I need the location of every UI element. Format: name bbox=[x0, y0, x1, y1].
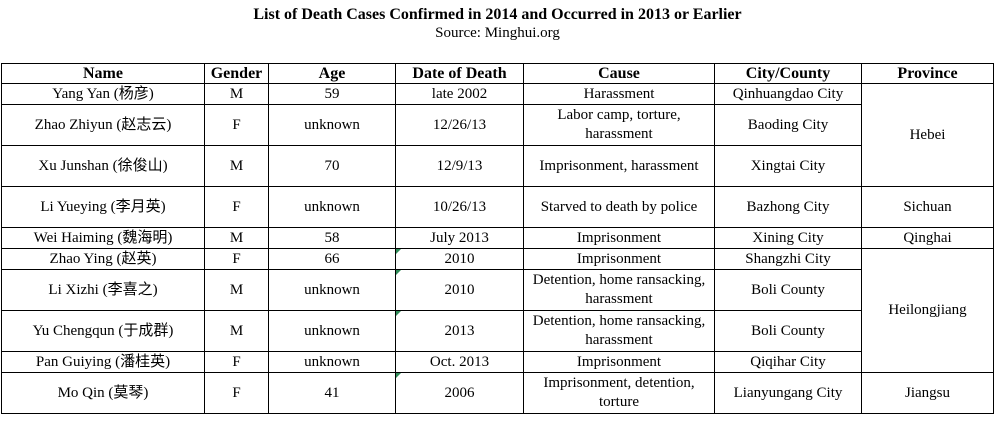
cell-name: Li Yueying (李月英) bbox=[1, 186, 205, 228]
cell-province: Heilongjiang bbox=[861, 248, 994, 373]
cell-province: Qinghai bbox=[861, 227, 994, 249]
cell-name: Zhao Ying (赵英) bbox=[1, 248, 205, 270]
table-row: Zhao Zhiyun (赵志云) F unknown 12/26/13 Lab… bbox=[1, 104, 994, 146]
cell-city: Xingtai City bbox=[714, 145, 862, 187]
death-cases-table: Name Gender Age Date of Death Cause City… bbox=[1, 63, 994, 414]
cell-cause: Imprisonment, detention, torture bbox=[523, 372, 715, 414]
cell-date: 10/26/13 bbox=[395, 186, 524, 228]
table-row: Li Yueying (李月英) F unknown 10/26/13 Star… bbox=[1, 186, 994, 228]
cell-city: Baoding City bbox=[714, 104, 862, 146]
cell-age: unknown bbox=[268, 310, 396, 352]
header-row: Name Gender Age Date of Death Cause City… bbox=[1, 63, 994, 84]
table-row: Li Xizhi (李喜之) M unknown 2010 Detention,… bbox=[1, 269, 994, 311]
column-header-date: Date of Death bbox=[395, 63, 524, 84]
cell-age: unknown bbox=[268, 351, 396, 373]
cell-cause: Labor camp, torture, harassment bbox=[523, 104, 715, 146]
table-row: Wei Haiming (魏海明) M 58 July 2013 Impriso… bbox=[1, 227, 994, 249]
cell-province: Hebei bbox=[861, 83, 994, 187]
cell-gender: M bbox=[204, 227, 269, 249]
cell-date: 12/26/13 bbox=[395, 104, 524, 146]
cell-date: Oct. 2013 bbox=[395, 351, 524, 373]
cell-gender: M bbox=[204, 269, 269, 311]
cell-date: 12/9/13 bbox=[395, 145, 524, 187]
cell-date: July 2013 bbox=[395, 227, 524, 249]
cell-city: Boli County bbox=[714, 310, 862, 352]
cell-cause: Imprisonment bbox=[523, 227, 715, 249]
column-header-city: City/County bbox=[714, 63, 862, 84]
cell-city: Shangzhi City bbox=[714, 248, 862, 270]
cell-city: Qinhuangdao City bbox=[714, 83, 862, 105]
cell-city: Qiqihar City bbox=[714, 351, 862, 373]
table-row: Yu Chengqun (于成群) M unknown 2013 Detenti… bbox=[1, 310, 994, 352]
cell-cause: Detention, home ransacking, harassment bbox=[523, 269, 715, 311]
cell-gender: F bbox=[204, 248, 269, 270]
cell-cause: Imprisonment bbox=[523, 248, 715, 270]
cell-province: Sichuan bbox=[861, 186, 994, 228]
cell-age: unknown bbox=[268, 186, 396, 228]
cell-gender: F bbox=[204, 351, 269, 373]
cell-age: 70 bbox=[268, 145, 396, 187]
cell-gender: F bbox=[204, 104, 269, 146]
cell-date: 2010 bbox=[395, 248, 524, 270]
cell-name: Zhao Zhiyun (赵志云) bbox=[1, 104, 205, 146]
cell-city: Boli County bbox=[714, 269, 862, 311]
cell-cause: Imprisonment, harassment bbox=[523, 145, 715, 187]
cell-date: 2013 bbox=[395, 310, 524, 352]
cell-age: 59 bbox=[268, 83, 396, 105]
cell-name: Yang Yan (杨彦) bbox=[1, 83, 205, 105]
table-row: Mo Qin (莫琴) F 41 2006 Imprisonment, dete… bbox=[1, 372, 994, 414]
table-subtitle: Source: Minghui.org bbox=[435, 25, 560, 41]
cell-cause: Detention, home ransacking, harassment bbox=[523, 310, 715, 352]
cell-city: Lianyungang City bbox=[714, 372, 862, 414]
cell-gender: F bbox=[204, 372, 269, 414]
cell-date: late 2002 bbox=[395, 83, 524, 105]
cell-date: 2006 bbox=[395, 372, 524, 414]
table-title: List of Death Cases Confirmed in 2014 an… bbox=[253, 6, 742, 23]
cell-city: Bazhong City bbox=[714, 186, 862, 228]
cell-province: Jiangsu bbox=[861, 372, 994, 414]
column-header-age: Age bbox=[268, 63, 396, 84]
column-header-gender: Gender bbox=[204, 63, 269, 84]
table-row: Zhao Ying (赵英) F 66 2010 Imprisonment Sh… bbox=[1, 248, 994, 373]
table-row: Yang Yan (杨彦) M 59 late 2002 Harassment … bbox=[1, 83, 994, 187]
cell-age: unknown bbox=[268, 104, 396, 146]
column-header-name: Name bbox=[1, 63, 205, 84]
cell-city: Xining City bbox=[714, 227, 862, 249]
cell-age: 41 bbox=[268, 372, 396, 414]
cell-age: unknown bbox=[268, 269, 396, 311]
cell-cause: Starved to death by police bbox=[523, 186, 715, 228]
cell-name: Xu Junshan (徐俊山) bbox=[1, 145, 205, 187]
cell-cause: Imprisonment bbox=[523, 351, 715, 373]
cell-age: 66 bbox=[268, 248, 396, 270]
cell-name: Wei Haiming (魏海明) bbox=[1, 227, 205, 249]
cell-name: Mo Qin (莫琴) bbox=[1, 372, 205, 414]
cell-age: 58 bbox=[268, 227, 396, 249]
cell-gender: M bbox=[204, 83, 269, 105]
table-row: Pan Guiying (潘桂英) F unknown Oct. 2013 Im… bbox=[1, 351, 994, 373]
cell-name: Yu Chengqun (于成群) bbox=[1, 310, 205, 352]
cell-gender: F bbox=[204, 186, 269, 228]
table-row: Xu Junshan (徐俊山) M 70 12/9/13 Imprisonme… bbox=[1, 145, 994, 187]
cell-name: Li Xizhi (李喜之) bbox=[1, 269, 205, 311]
cell-cause: Harassment bbox=[523, 83, 715, 105]
cell-name: Pan Guiying (潘桂英) bbox=[1, 351, 205, 373]
cell-gender: M bbox=[204, 145, 269, 187]
cell-gender: M bbox=[204, 310, 269, 352]
column-header-cause: Cause bbox=[523, 63, 715, 84]
column-header-province: Province bbox=[861, 63, 994, 84]
cell-date: 2010 bbox=[395, 269, 524, 311]
